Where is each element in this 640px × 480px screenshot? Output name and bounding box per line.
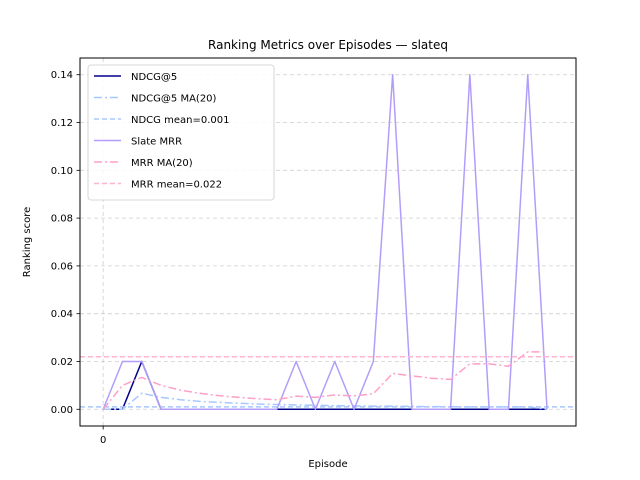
legend-label-ndcg-5: NDCG@5 (131, 72, 177, 83)
legend: NDCG@5 NDCG@5 MA(20) NDCG mean=0.001 Slate … (87, 64, 275, 201)
legend-label-mrr-mean-0-022: MRR mean=0.022 (131, 180, 222, 191)
legend-label-mrr-ma-20: MRR MA(20) (131, 158, 193, 169)
y-axis-label: Ranking score (22, 207, 33, 278)
series-mrr-ma-20 (102, 351, 548, 410)
axes: 0.00 0.02 0.04 0.06 0.08 0.10 0.12 0.14 0 (51, 70, 107, 446)
legend-label-ndcg-5-ma-20: NDCG@5 MA(20) (131, 94, 217, 105)
y-tick-label: 0.08 (51, 214, 73, 225)
x-axis-label: Episode (308, 459, 347, 470)
y-tick-label: 0.02 (51, 357, 73, 368)
y-tick-label: 0.12 (51, 118, 73, 129)
series-ndcg-5-ma-20 (103, 392, 548, 411)
series-slate-mrr (102, 73, 548, 411)
legend-label-ndcg-mean-0-001: NDCG mean=0.001 (131, 115, 229, 126)
y-tick-label: 0.00 (51, 405, 73, 416)
x-tick-label: 0 (100, 435, 106, 446)
chart-title: Ranking Metrics over Episodes — slateq (208, 38, 448, 52)
series-layer (80, 73, 576, 411)
y-tick-label: 0.14 (51, 70, 73, 81)
y-tick-label: 0.04 (51, 309, 73, 320)
y-tick-label: 0.06 (51, 261, 73, 272)
plot-frame (79, 57, 577, 427)
legend-box (87, 64, 275, 201)
legend-label-slate-mrr: Slate MRR (131, 137, 182, 148)
y-tick-label: 0.10 (51, 166, 73, 177)
